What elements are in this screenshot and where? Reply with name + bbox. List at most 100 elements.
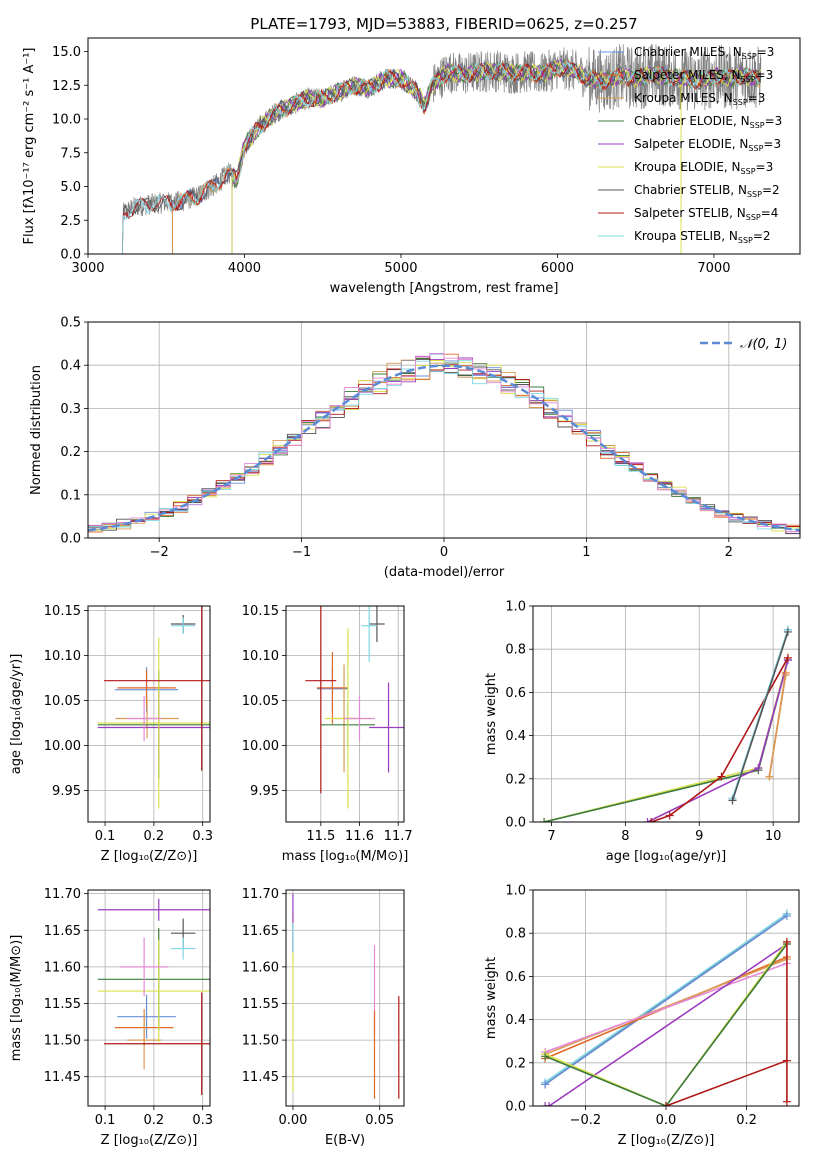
x-axis-label: age [log₁₀(age/yr)]	[606, 849, 727, 864]
data-point	[782, 1097, 791, 1106]
plot-area	[88, 352, 800, 535]
y-tick-label: 10.15	[242, 604, 279, 619]
x-axis-label: (data-model)/error	[384, 565, 505, 580]
x-tick-label: 1	[582, 545, 590, 560]
x-tick-label: 0.2	[144, 829, 165, 844]
y-tick-label: 0.8	[505, 927, 526, 942]
x-tick-label: 10	[765, 829, 782, 844]
legend-label: Salpeter ELODIE, NSSP=3	[634, 137, 781, 153]
y-tick-label: 0.0	[60, 248, 81, 263]
y-tick-label: 10.00	[44, 739, 81, 754]
data-point	[765, 772, 774, 781]
plot-area	[305, 606, 404, 809]
legend-label: 𝒩(0, 1)	[740, 337, 787, 352]
series-line	[544, 962, 788, 1053]
axes-frame	[532, 605, 800, 823]
legend-subscript: SSP	[746, 213, 761, 222]
y-tick-label: 0.1	[60, 488, 81, 503]
y-tick-label: 7.5	[60, 146, 81, 161]
y-tick-label: 9.95	[250, 784, 279, 799]
legend-subscript: SSP	[741, 167, 756, 176]
figure-title: PLATE=1793, MJD=53883, FIBERID=0625, z=0…	[250, 15, 637, 33]
x-axis-label: wavelength [Angstrom, rest frame]	[330, 281, 559, 296]
series-line	[665, 941, 788, 1106]
x-axis-label: Z [log₁₀(Z/Z⊙)]	[101, 849, 198, 864]
legend-subscript: SSP	[750, 121, 765, 130]
series-line	[544, 958, 788, 1055]
x-tick-label: 4000	[228, 261, 261, 276]
data-point	[541, 1102, 550, 1106]
y-axis-label: mass [log₁₀(M/M⊙)]	[9, 935, 24, 1062]
plot-area	[122, 43, 762, 254]
series-line	[768, 674, 787, 777]
legend-label: Kroupa STELIB, NSSP=2	[634, 229, 771, 245]
legend-label: Kroupa MILES, NSSP=3	[634, 91, 765, 107]
y-tick-label: 10.15	[44, 604, 81, 619]
axes-age-vs-Z: 0.1 0.2 0.3 9.95 10.00 10.05 10.10 10.15 Z [log₁…	[9, 604, 213, 864]
data-point	[783, 627, 792, 636]
x-tick-label: 0.2	[144, 1113, 165, 1128]
y-tick-label: 10.05	[242, 694, 279, 709]
y-tick-label: 12.5	[52, 79, 81, 94]
y-tick-label: 11.65	[44, 924, 81, 939]
y-tick-label: 0.5	[60, 316, 81, 331]
plot-area	[97, 898, 210, 1096]
plot-area	[292, 893, 400, 1099]
x-tick-label: 0.05	[365, 1113, 394, 1128]
histogram-step	[88, 360, 800, 530]
x-tick-label: 0.0	[656, 1113, 677, 1128]
y-tick-label: 0.6	[505, 686, 526, 701]
y-tick-label: 11.70	[242, 887, 279, 902]
model-spectrum-line	[172, 59, 761, 254]
x-tick-label: 11.6	[345, 829, 374, 844]
legend-tail: =3	[756, 68, 774, 82]
series-line	[544, 943, 788, 1106]
y-tick-label: 11.55	[242, 997, 279, 1012]
series-line	[544, 915, 788, 1086]
y-axis-label: mass weight	[484, 957, 499, 1039]
x-tick-label: 0.1	[95, 1113, 116, 1128]
axes-frame	[285, 889, 405, 1107]
y-tick-label: 9.95	[52, 784, 81, 799]
legend-subscript: SSP	[748, 144, 763, 153]
model-spectrum-line	[231, 60, 761, 254]
x-tick-label: 0.3	[192, 829, 213, 844]
legend-subscript: SSP	[738, 236, 753, 245]
legend-tail: =3	[756, 160, 774, 174]
histogram-step	[88, 360, 800, 532]
legend-subscript: SSP	[747, 190, 762, 199]
legend-tail: =2	[762, 183, 780, 197]
y-tick-label: 10.10	[44, 649, 81, 664]
y-tick-label: 1.0	[505, 884, 526, 899]
x-tick-label: 0.2	[736, 1113, 757, 1128]
model-spectrum-line	[122, 60, 762, 254]
data-point	[717, 772, 726, 781]
axes-weight-vs-Z: −0.2 0.0 0.2 0.0 0.2 0.4 0.6 0.8 1.0 Z [log₁₀(Z/Z…	[484, 884, 800, 1148]
legend: Chabrier MILES, NSSP=3 Salpeter MILES, NS…	[598, 45, 782, 245]
y-tick-label: 10.10	[242, 649, 279, 664]
x-axis-label: Z [log₁₀(Z/Z⊙)]	[618, 1133, 715, 1148]
y-tick-label: 0.8	[505, 643, 526, 658]
y-axis-label: age [log₁₀(age/yr)]	[9, 654, 24, 775]
model-spectrum-line	[122, 60, 762, 254]
axes-frame	[532, 889, 800, 1107]
axes-spectrum: 3000 4000 5000 6000 7000 0.0 2.5 5.0 7.5 10.0 12.5…	[22, 37, 801, 296]
y-tick-label: 11.55	[44, 997, 81, 1012]
data-point	[782, 911, 791, 920]
y-tick-label: 1.0	[505, 600, 526, 615]
plot-area	[97, 606, 210, 809]
x-tick-label: 5000	[384, 261, 417, 276]
y-axis-label: Normed distribution	[29, 365, 44, 495]
legend-label: Salpeter MILES, NSSP=3	[634, 68, 773, 84]
axes-frame	[87, 889, 211, 1107]
x-tick-label: −1	[292, 545, 311, 560]
legend-tail: =3	[757, 45, 775, 59]
data-point	[728, 796, 737, 805]
y-tick-label: 11.45	[242, 1070, 279, 1085]
x-tick-label: 9	[695, 829, 703, 844]
data-point	[541, 1080, 550, 1089]
legend-tail: =4	[761, 206, 779, 220]
axes-frame	[87, 321, 801, 539]
y-tick-label: 11.50	[44, 1034, 81, 1049]
data-point	[545, 1102, 554, 1106]
